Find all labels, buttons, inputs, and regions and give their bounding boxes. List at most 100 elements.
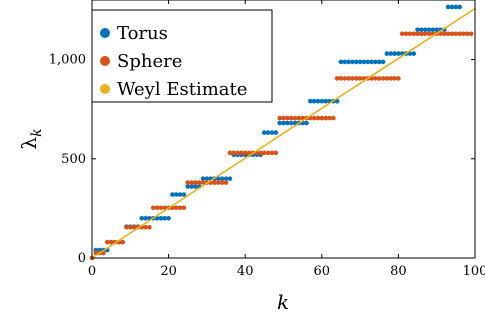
torus-point	[158, 216, 164, 221]
plot-frame	[91, 0, 476, 259]
torus-point	[177, 192, 183, 197]
x-axis-label: k	[277, 290, 289, 314]
sphere-point	[445, 31, 451, 37]
sphere-point	[281, 115, 286, 121]
sphere-point	[384, 76, 390, 81]
torus-point	[384, 51, 390, 56]
torus-point	[269, 130, 275, 135]
torus-point	[223, 176, 229, 181]
legend-marker-torus	[100, 28, 110, 38]
sphere-point	[193, 180, 198, 185]
sphere-point	[173, 205, 179, 211]
torus-point	[166, 216, 171, 221]
torus-point	[369, 59, 374, 65]
torus-point	[445, 4, 451, 10]
sphere-point	[262, 150, 267, 156]
torus-point	[323, 98, 328, 104]
torus-point	[204, 176, 210, 181]
torus-point	[411, 51, 417, 56]
sphere-point	[216, 180, 221, 185]
torus-point	[308, 98, 313, 104]
torus-point	[315, 98, 321, 104]
x-tick-label: 20	[160, 264, 177, 279]
torus-point	[162, 216, 168, 221]
sphere-point	[407, 31, 413, 37]
torus-point	[457, 4, 462, 10]
sphere-point	[380, 76, 386, 81]
sphere-point	[296, 115, 302, 121]
sphere-point	[150, 205, 156, 211]
torus-point	[285, 120, 290, 126]
sphere-point	[227, 150, 233, 156]
torus-point	[200, 176, 206, 181]
sphere-point	[338, 76, 344, 81]
torus-point	[185, 184, 191, 189]
torus-point	[288, 120, 294, 126]
ticks-layer: 0 20 40 60 80 100 0 500 1,000	[49, 0, 485, 279]
torus-point	[350, 59, 355, 65]
sphere-point	[311, 115, 317, 121]
torus-point	[430, 27, 436, 33]
sphere-point	[426, 31, 432, 37]
sphere-point	[231, 150, 237, 156]
sphere-point	[143, 224, 148, 230]
sphere-point	[342, 76, 348, 81]
y-tick-label: 500	[61, 152, 86, 167]
sphere-point	[189, 180, 194, 185]
legend-marker-sphere	[100, 56, 110, 66]
sphere-point	[357, 76, 363, 81]
sphere-point	[288, 115, 294, 121]
legend: Torus Sphere Weyl Estimate	[91, 9, 273, 103]
sphere-point	[147, 224, 152, 230]
torus-point	[361, 59, 367, 65]
torus-point	[170, 192, 175, 197]
torus-point	[181, 192, 187, 197]
series-layer	[89, 4, 476, 261]
torus-point	[449, 4, 455, 10]
torus-point	[139, 216, 145, 221]
sphere-point	[346, 76, 351, 81]
legend-box	[91, 9, 273, 103]
legend-label-sphere: Sphere	[117, 51, 182, 72]
sphere-point	[411, 31, 417, 37]
torus-point	[334, 98, 340, 104]
sphere-point	[457, 31, 462, 37]
sphere-point	[468, 31, 474, 37]
sphere-point	[265, 150, 271, 156]
weyl-estimate-line	[91, 7, 476, 259]
sphere-point	[403, 31, 409, 37]
sphere-point	[388, 76, 394, 81]
legend-label-torus: Torus	[117, 23, 168, 44]
sphere-point	[269, 150, 275, 156]
torus-point	[392, 51, 397, 56]
sphere-point	[315, 115, 321, 121]
sphere-point	[449, 31, 455, 37]
x-tick-label: 40	[237, 264, 254, 279]
torus-point	[426, 27, 432, 33]
sphere-point	[124, 224, 129, 230]
x-tick-label: 0	[88, 264, 96, 279]
torus-point	[346, 59, 351, 65]
sphere-point	[285, 115, 290, 121]
torus-point	[265, 130, 271, 135]
sphere-point	[277, 115, 282, 121]
torus-point	[396, 51, 401, 56]
x-tick-label: 100	[463, 264, 485, 279]
y-tick-label: 0	[78, 251, 86, 266]
y-axis-label: λk	[17, 128, 45, 149]
sphere-point	[292, 115, 298, 121]
torus-point	[281, 120, 286, 126]
y-axis-label-main: λ	[17, 137, 41, 150]
sphere-point	[196, 180, 202, 185]
torus-point	[365, 59, 371, 65]
sphere-point	[319, 115, 325, 121]
sphere-point	[158, 205, 164, 211]
sphere-point	[392, 76, 397, 81]
sphere-point	[200, 180, 206, 185]
legend-marker-weyl	[100, 84, 110, 94]
torus-point	[143, 216, 148, 221]
torus-point	[173, 192, 179, 197]
sphere-point	[131, 224, 137, 230]
